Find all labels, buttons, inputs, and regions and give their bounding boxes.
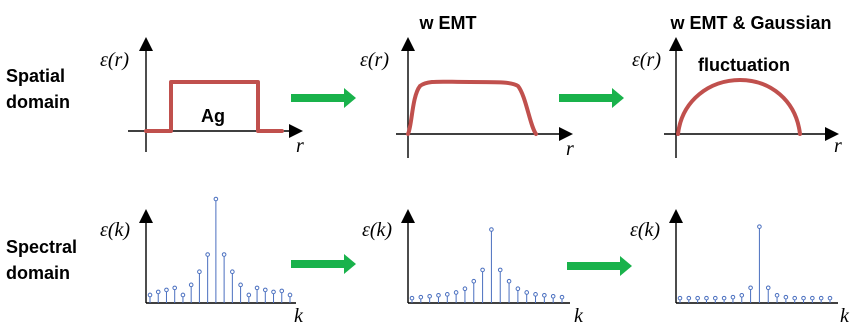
stem-marker bbox=[730, 294, 736, 300]
eps-r-label: ε(r) bbox=[632, 49, 661, 71]
arrow-right-icon bbox=[291, 88, 356, 108]
stem-marker bbox=[188, 282, 194, 288]
stem-marker bbox=[712, 295, 718, 301]
stem-marker bbox=[453, 290, 459, 295]
stem-marker bbox=[792, 295, 798, 301]
stem-marker bbox=[704, 295, 709, 301]
spectral-panel-rect: ε(k) k bbox=[100, 196, 304, 326]
stem-marker bbox=[480, 267, 485, 273]
spectral-label-line2: domain bbox=[6, 263, 70, 283]
eps-k-label: ε(k) bbox=[100, 219, 130, 241]
stem-marker bbox=[506, 278, 512, 284]
eps-r-label: ε(r) bbox=[100, 49, 129, 71]
stem-marker bbox=[427, 293, 432, 299]
stem-marker bbox=[774, 293, 780, 298]
arrow-right-icon bbox=[567, 256, 632, 276]
stem-marker bbox=[462, 286, 468, 292]
stem-marker bbox=[818, 295, 824, 301]
stem-marker bbox=[238, 282, 243, 288]
spectral-panel-gaussian: ε(k) k bbox=[630, 209, 850, 326]
stem-marker bbox=[497, 267, 503, 273]
k-label: k bbox=[574, 305, 584, 326]
stem-marker bbox=[279, 288, 285, 294]
eps-k-label: ε(k) bbox=[630, 219, 660, 241]
stem-marker bbox=[287, 292, 293, 298]
stem-marker bbox=[471, 278, 477, 284]
stem-plot-rect bbox=[147, 196, 293, 303]
fluctuation-label: fluctuation bbox=[698, 55, 790, 75]
stem-marker bbox=[262, 287, 268, 293]
stem-marker bbox=[246, 292, 252, 298]
spectral-panel-emt: ε(k) k bbox=[362, 209, 584, 326]
stem-marker bbox=[515, 286, 521, 292]
stem-marker bbox=[695, 295, 700, 301]
permittivity-profile-emt bbox=[406, 79, 538, 136]
stem-marker bbox=[155, 289, 161, 295]
stem-marker bbox=[801, 295, 806, 301]
stem-marker bbox=[489, 227, 494, 232]
stem-plot-gaussian bbox=[677, 224, 833, 303]
stem-marker bbox=[164, 287, 169, 293]
stem-marker bbox=[542, 293, 547, 298]
stem-marker bbox=[197, 269, 202, 275]
stem-marker bbox=[765, 285, 771, 291]
stem-marker bbox=[827, 295, 833, 301]
stem-marker bbox=[180, 292, 186, 298]
stem-marker bbox=[230, 269, 235, 275]
stem-marker bbox=[533, 292, 538, 297]
stem-marker bbox=[271, 289, 276, 295]
stem-marker bbox=[783, 294, 789, 300]
stem-marker bbox=[686, 295, 692, 301]
stem-marker bbox=[444, 292, 450, 297]
eps-r-label: ε(r) bbox=[360, 49, 389, 71]
stem-marker bbox=[550, 293, 556, 299]
stem-marker bbox=[254, 285, 260, 291]
permittivity-profile-gaussian bbox=[676, 78, 802, 136]
spectral-label-line1: Spectral bbox=[6, 237, 77, 257]
col2-title: w EMT bbox=[419, 13, 477, 33]
stem-marker bbox=[213, 196, 219, 202]
stem-marker bbox=[748, 285, 753, 291]
stem-marker bbox=[221, 252, 227, 257]
stem-marker bbox=[677, 295, 683, 301]
stem-marker bbox=[810, 295, 815, 301]
spatial-panel-gaussian: ε(r) r fluctuation bbox=[632, 37, 842, 158]
stem-plot-emt bbox=[409, 227, 565, 303]
arrow-right-icon bbox=[291, 254, 356, 274]
spatial-panel-emt: ε(r) r bbox=[360, 37, 574, 160]
arrow-right-icon bbox=[559, 88, 624, 108]
spatial-label-line1: Spatial bbox=[6, 66, 65, 86]
stem-marker bbox=[721, 295, 727, 301]
col3-title: w EMT & Gaussian bbox=[669, 13, 831, 33]
r-label: r bbox=[834, 135, 842, 157]
stem-marker bbox=[147, 292, 153, 298]
r-label: r bbox=[566, 138, 574, 160]
k-label: k bbox=[294, 305, 304, 326]
k-label: k bbox=[840, 305, 850, 326]
stem-marker bbox=[172, 285, 178, 291]
ag-label: Ag bbox=[201, 106, 225, 126]
stem-marker bbox=[524, 290, 530, 295]
spatial-panel-rect: ε(r) r Ag bbox=[100, 37, 304, 157]
permittivity-profile-rect bbox=[144, 80, 284, 133]
stem-marker bbox=[559, 294, 565, 300]
stem-marker bbox=[757, 224, 762, 229]
r-label: r bbox=[296, 135, 304, 157]
eps-k-label: ε(k) bbox=[362, 219, 392, 241]
stem-marker bbox=[418, 294, 424, 300]
stem-marker bbox=[436, 293, 441, 298]
stem-marker bbox=[409, 295, 415, 301]
spatial-label-line2: domain bbox=[6, 92, 70, 112]
transition-arrows bbox=[291, 88, 632, 276]
stem-marker bbox=[739, 293, 745, 298]
stem-marker bbox=[205, 252, 210, 257]
